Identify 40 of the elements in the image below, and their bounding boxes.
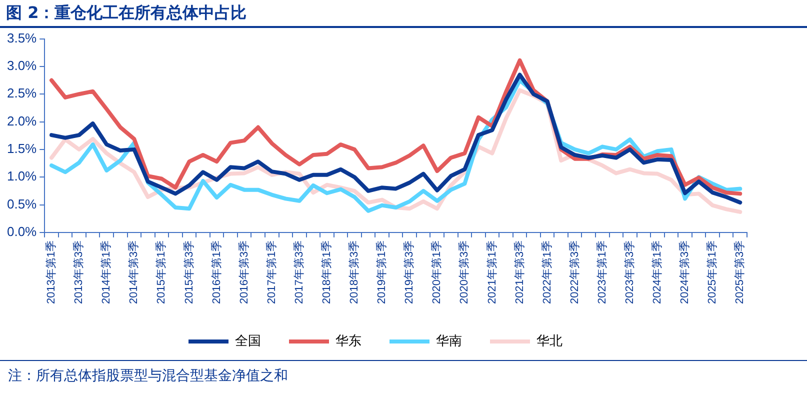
legend-label: 华南 — [436, 334, 462, 349]
x-tick-label: 2017年第1季 — [264, 240, 278, 304]
y-tick-label: 0.5% — [6, 196, 38, 212]
x-tick-label: 2014年第3季 — [127, 240, 140, 304]
y-tick-label: 3.0% — [6, 58, 38, 74]
y-tick-label: 2.0% — [6, 113, 38, 128]
x-tick-label: 2018年第3季 — [348, 240, 361, 304]
y-tick-label: 0.0% — [6, 224, 38, 239]
legend-label: 华东 — [336, 334, 362, 349]
x-tick-label: 2019年第3季 — [402, 240, 416, 304]
x-tick-label: 2024年第1季 — [650, 240, 664, 304]
x-tick-label: 2021年第3季 — [512, 240, 526, 304]
x-tick-label: 2025年第3季 — [733, 240, 746, 304]
y-tick-label: 1.0% — [6, 168, 38, 184]
y-tick-label: 3.5% — [6, 30, 38, 46]
x-tick-label: 2015年第1季 — [154, 240, 168, 304]
x-tick-label: 2015年第3季 — [182, 240, 196, 304]
y-tick-label: 1.5% — [6, 141, 38, 156]
x-tick-label: 2013年第1季 — [44, 240, 58, 304]
x-tick-label: 2018年第1季 — [320, 240, 333, 304]
x-tick-label: 2017年第3季 — [292, 240, 306, 304]
x-tick-label: 2016年第1季 — [210, 240, 223, 304]
x-tick-label: 2021年第1季 — [485, 240, 498, 304]
x-tick-label: 2014年第1季 — [100, 240, 113, 304]
x-tick-label: 2020年第1季 — [430, 240, 444, 304]
x-tick-label: 2022年第1季 — [540, 240, 554, 304]
x-tick-label: 2025年第1季 — [706, 240, 719, 304]
legend-label: 华北 — [536, 334, 562, 349]
x-tick-label: 2013年第3季 — [72, 240, 86, 304]
text: 注：所有总体指股票型与混合型基金净值之和 — [0, 360, 807, 385]
chart-title: 图 2：重仓化工在所有总体中占比 — [0, 0, 807, 28]
x-tick-label: 2016年第3季 — [237, 240, 250, 304]
legend-label: 全国 — [235, 334, 261, 349]
x-tick-label: 2023年第1季 — [595, 240, 608, 304]
x-tick-label: 2023年第3季 — [622, 240, 636, 304]
x-tick-label: 2024年第3季 — [678, 240, 692, 304]
y-tick-label: 2.5% — [6, 86, 38, 101]
x-tick-label: 2022年第3季 — [568, 240, 581, 304]
x-tick-label: 2020年第3季 — [458, 240, 471, 304]
x-tick-label: 2019年第1季 — [375, 240, 388, 304]
